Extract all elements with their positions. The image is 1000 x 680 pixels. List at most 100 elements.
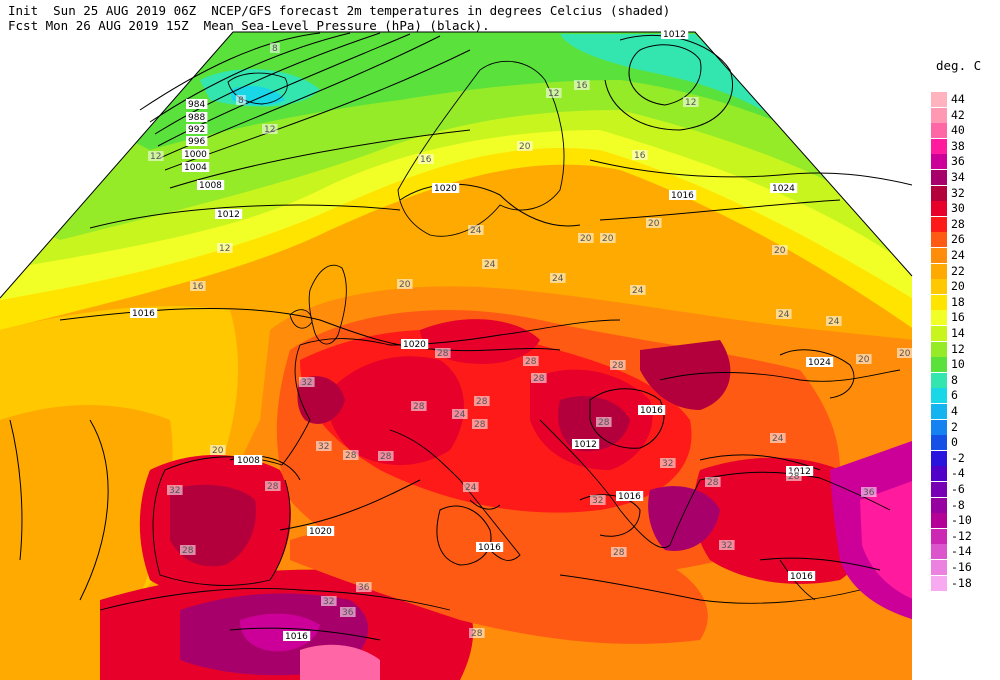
legend-swatch: [931, 466, 947, 482]
temperature-label: 28: [413, 402, 425, 412]
legend-label: 34: [951, 170, 965, 184]
isobar-label: 992: [188, 125, 205, 135]
isobar-labels: 984 988 992 996 1000 1004 1008 1012 1016 1020 1024…: [130, 29, 834, 642]
legend-label: 28: [951, 216, 965, 231]
label-box: [770, 433, 786, 443]
label-box: [186, 112, 208, 122]
label-box: [316, 441, 332, 451]
temperature-label: 24: [778, 310, 790, 320]
temperature-label: 32: [301, 378, 312, 388]
legend-swatch: [931, 560, 947, 575]
label-box: [611, 547, 627, 557]
legend-label: 42: [951, 107, 965, 122]
header-line-2: Fcst Mon 26 AUG 2019 15Z Mean Sea-Level …: [8, 18, 490, 33]
temperature-label: 28: [598, 418, 610, 428]
legend-label: 2: [951, 419, 958, 434]
label-box: [630, 285, 646, 295]
label-box: [307, 526, 335, 536]
legend-swatch: [931, 497, 947, 513]
label-box: [217, 243, 233, 253]
legend-label: 36: [951, 154, 965, 169]
label-box: [186, 136, 208, 146]
label-box: [861, 487, 877, 497]
temperature-label: 32: [318, 442, 329, 452]
label-box: [517, 141, 533, 151]
temperature-label: 28: [476, 397, 488, 407]
label-box: [321, 596, 337, 606]
isobar-label: 1012: [663, 30, 686, 40]
legend-swatch: [931, 138, 947, 154]
temperature-label: 28: [471, 629, 483, 639]
temperature-labels: 8 8 12 12 12 16 12 16 12 16 20 16 20 24 24 20 24 24 24 20 20…: [148, 43, 913, 639]
label-box: [262, 124, 278, 134]
label-box: [638, 405, 666, 415]
label-box: [531, 373, 547, 383]
legend-label: 44: [951, 92, 965, 106]
legend-label: -16: [951, 560, 972, 574]
temperature-label: 24: [465, 483, 477, 493]
legend-label: 22: [951, 263, 965, 278]
isobar-label: 1012: [217, 210, 240, 220]
label-box: [356, 582, 372, 592]
legend-swatch: [931, 482, 947, 497]
isobar-label: 1016: [478, 543, 501, 553]
legend-swatch: [931, 294, 947, 310]
label-box: [265, 481, 281, 491]
label-box: [182, 162, 210, 172]
legend-label: -12: [951, 528, 972, 543]
legend-swatch: [931, 123, 947, 139]
label-box: [632, 150, 648, 160]
temperature-label: 36: [342, 608, 354, 618]
temperature-label: 20: [399, 280, 411, 290]
label-box: [705, 477, 721, 487]
temperature-label: 16: [192, 282, 204, 292]
legend-swatch: [931, 357, 947, 373]
isobar-label: 1016: [640, 406, 663, 416]
label-box: [215, 209, 243, 219]
temperature-label: 24: [632, 286, 644, 296]
label-box: [182, 149, 210, 159]
temperature-label: 28: [437, 349, 449, 359]
legend-swatch: [931, 310, 947, 326]
temperature-label: 20: [648, 219, 660, 229]
label-box: [180, 545, 196, 555]
temperature-label: 28: [182, 546, 194, 556]
label-box: [463, 482, 479, 492]
legend-swatch: [931, 404, 947, 419]
temperature-label: 12: [264, 125, 275, 135]
legend-label: -4: [951, 466, 965, 481]
label-box: [826, 316, 842, 326]
temperature-label: 28: [533, 374, 545, 384]
label-box: [776, 309, 792, 319]
label-box: [236, 95, 246, 105]
map-frame: [0, 31, 913, 299]
isobar-label: 1016: [618, 492, 641, 502]
label-box: [432, 183, 460, 193]
legend-label: 8: [951, 372, 958, 387]
label-box: [786, 471, 802, 481]
label-box: [482, 259, 498, 269]
legend-swatch: [931, 575, 947, 591]
legend-label: 0: [951, 435, 958, 450]
temperature-label: 28: [707, 478, 719, 488]
legend-swatch: [931, 372, 947, 388]
legend-swatch: [931, 544, 947, 560]
label-box: [523, 356, 539, 366]
label-box: [283, 631, 311, 641]
temperature-label: 20: [580, 234, 592, 244]
isobar-label: 1000: [184, 150, 207, 160]
isobar-label: 1024: [772, 184, 795, 194]
temperature-label: 12: [219, 244, 230, 254]
label-box: [299, 377, 315, 387]
legend-label: 30: [951, 201, 965, 216]
legend-label: 4: [951, 404, 958, 418]
isobar-label: 1016: [285, 632, 308, 642]
label-box: [474, 396, 490, 406]
legend-label: -10: [951, 513, 972, 528]
temperature-label: 24: [454, 410, 466, 420]
isobar-label: 1012: [574, 440, 597, 450]
legend-swatch: [931, 388, 947, 404]
legend-swatch: [931, 92, 947, 107]
legend-swatch: [931, 528, 947, 544]
temperature-label: 24: [484, 260, 496, 270]
